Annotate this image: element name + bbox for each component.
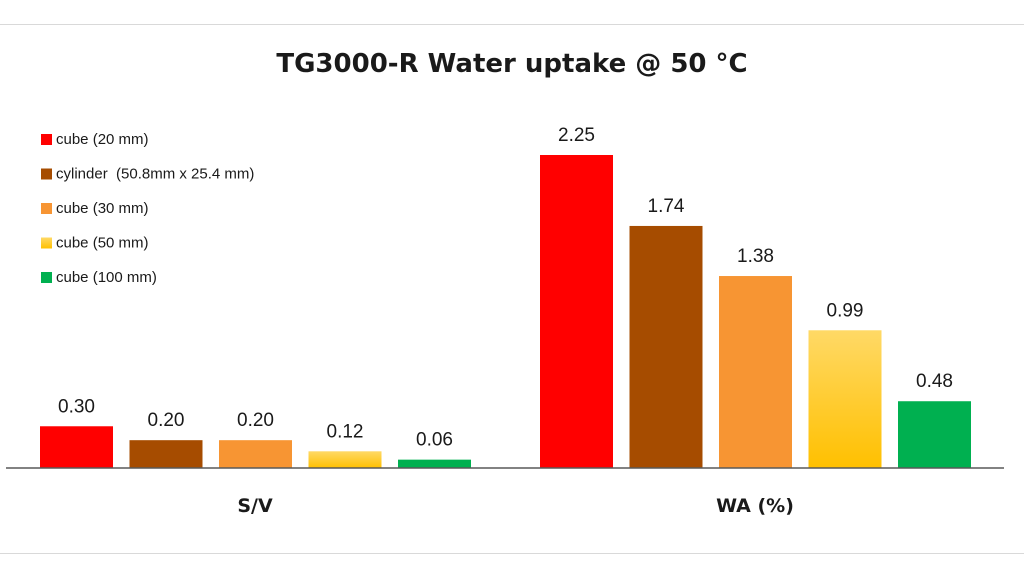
legend: cube (20 mm) cylinder (50.8mm x 25.4 mm) c…: [41, 131, 254, 286]
data-label: 1.74: [648, 196, 685, 217]
bars-group: [40, 155, 971, 468]
data-label: 0.48: [916, 371, 953, 392]
legend-swatch-cylinder-50-8mm-x-25-4-mm: [41, 168, 52, 180]
chart-title: TG3000-R Water uptake @ 50 °C: [276, 49, 747, 79]
bar-wa-cube-30-mm: [719, 276, 792, 468]
bar-s-v-cube-100-mm: [398, 459, 471, 468]
data-label: 2.25: [558, 125, 595, 146]
bar-s-v-cube-30-mm: [219, 440, 292, 468]
data-label: 0.99: [827, 300, 864, 321]
data-labels-group: 0.30 0.20 0.20 0.12 0.06 2.25 1.74 1.38 0.99 0.48: [58, 125, 953, 451]
bar-s-v-cube-20-mm: [40, 426, 113, 468]
category-labels: S/V WA (%): [237, 495, 794, 517]
legend-swatch-cube-100-mm: [41, 272, 52, 283]
bar-chart: TG3000-R Water uptake @ 50 °C cube (20 m…: [6, 49, 1004, 517]
data-label: 0.20: [148, 410, 185, 431]
bar-wa-cylinder-50-8mm-x-25-4-mm: [629, 225, 703, 468]
legend-label: cylinder (50.8mm x 25.4 mm): [56, 166, 254, 183]
bar-wa-cube-50-mm: [808, 330, 882, 468]
category-label-wa: WA (%): [716, 495, 794, 517]
legend-label: cube (100 mm): [56, 269, 157, 286]
bar-wa-cube-20-mm: [540, 155, 613, 468]
data-label: 1.38: [737, 246, 774, 267]
legend-swatch-cube-30-mm: [41, 203, 52, 214]
legend-swatch-cube-20-mm: [41, 134, 52, 145]
legend-swatch-cube-50-mm: [41, 237, 52, 249]
legend-label: cube (20 mm): [56, 131, 149, 148]
chart-frame: TG3000-R Water uptake @ 50 °C cube (20 m…: [0, 24, 1024, 554]
data-label: 0.30: [58, 396, 95, 417]
legend-label: cube (50 mm): [56, 235, 149, 252]
data-label: 0.12: [327, 421, 364, 442]
bar-s-v-cylinder-50-8mm-x-25-4-mm: [129, 440, 203, 468]
legend-label: cube (30 mm): [56, 200, 149, 217]
data-label: 0.06: [416, 430, 453, 451]
bar-wa-cube-100-mm: [898, 401, 971, 468]
data-label: 0.20: [237, 410, 274, 431]
category-label-s-v: S/V: [237, 495, 273, 517]
bar-s-v-cube-50-mm: [308, 451, 382, 468]
